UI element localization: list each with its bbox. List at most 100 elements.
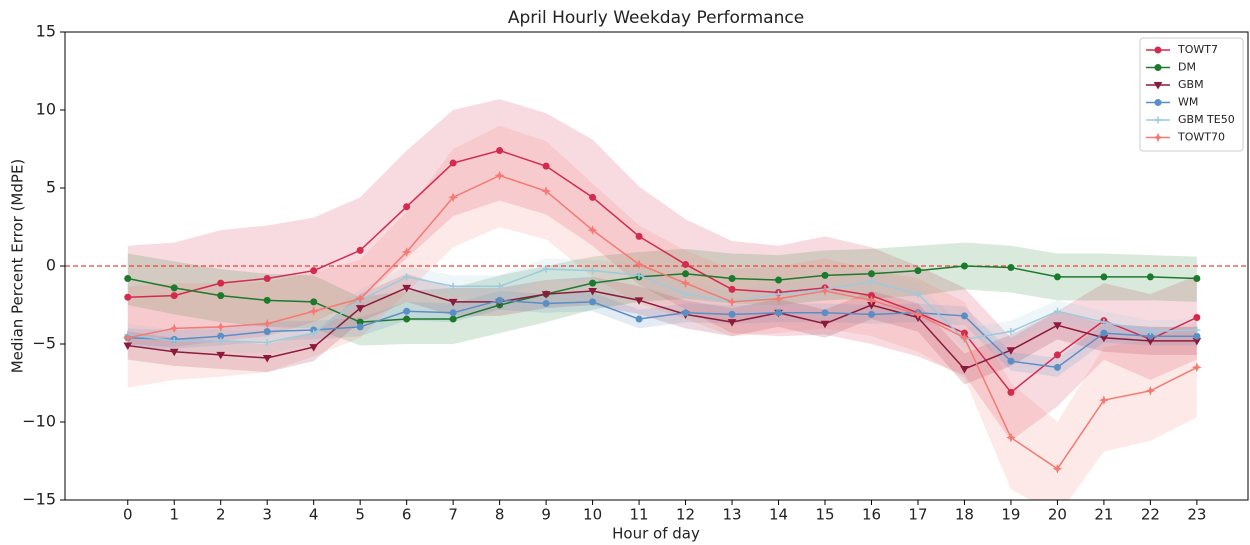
point — [449, 315, 457, 323]
x-tick-label: 22 — [1141, 506, 1160, 524]
x-tick-label: 4 — [309, 506, 319, 524]
legend-marker — [1154, 116, 1162, 124]
point — [263, 274, 271, 282]
point — [124, 274, 132, 282]
point — [403, 203, 411, 211]
x-tick-label: 17 — [908, 506, 927, 524]
legend-label: WM — [1178, 96, 1198, 109]
y-tick-label: 0 — [46, 256, 56, 275]
point — [216, 351, 226, 360]
point — [867, 310, 875, 318]
point — [1007, 264, 1015, 272]
x-tick-label: 23 — [1187, 506, 1206, 524]
point — [448, 192, 458, 203]
x-tick-label: 10 — [583, 506, 602, 524]
point — [217, 292, 225, 300]
x-tick-label: 8 — [495, 506, 505, 524]
error-band — [127, 290, 1197, 377]
point — [1193, 274, 1201, 282]
point — [866, 295, 877, 306]
legend-box — [1139, 37, 1244, 152]
point — [310, 298, 318, 306]
y-tick-label: −10 — [22, 412, 56, 431]
legend-label: TOWT7 — [1177, 43, 1218, 56]
point — [448, 298, 458, 307]
point — [775, 276, 783, 284]
legend-label: GBM — [1178, 78, 1204, 91]
x-tick-label: 19 — [1001, 506, 1020, 524]
point — [123, 342, 133, 351]
y-tick-label: 5 — [46, 178, 56, 197]
point — [496, 147, 504, 155]
point — [263, 328, 271, 336]
point — [1145, 385, 1156, 396]
point — [217, 337, 225, 345]
point — [914, 290, 922, 298]
point — [169, 323, 180, 334]
point — [355, 293, 366, 304]
chart-title: April Hourly Weekday Performance — [508, 8, 804, 28]
point — [1100, 318, 1108, 326]
point — [401, 247, 412, 257]
x-tick-label: 5 — [355, 506, 365, 524]
legend-marker — [1154, 46, 1162, 54]
point — [1146, 273, 1154, 281]
point — [403, 315, 411, 323]
x-tick-label: 12 — [676, 506, 695, 524]
point — [960, 312, 968, 320]
point — [775, 309, 783, 317]
point — [1053, 363, 1061, 371]
point — [727, 319, 737, 327]
point — [262, 318, 273, 329]
point — [541, 186, 551, 196]
series-line — [127, 299, 1197, 369]
point — [588, 287, 597, 296]
point — [960, 365, 969, 374]
series-line — [127, 268, 1197, 344]
point — [217, 279, 225, 287]
x-tick-label: 13 — [722, 506, 741, 524]
point — [682, 270, 690, 278]
point — [913, 309, 923, 320]
point — [589, 267, 597, 275]
series-line — [127, 287, 1197, 370]
x-tick-label: 1 — [169, 506, 179, 524]
point — [635, 271, 643, 279]
point — [215, 321, 226, 332]
point — [1006, 347, 1016, 355]
point — [1053, 322, 1062, 330]
legend-marker — [1154, 99, 1162, 106]
point — [449, 309, 457, 317]
legend-label: TOWT70 — [1177, 131, 1225, 144]
x-tick-label: 0 — [123, 506, 133, 524]
point — [263, 296, 271, 304]
x-tick-label: 3 — [262, 506, 272, 524]
point — [1052, 463, 1063, 474]
point — [309, 344, 319, 352]
point — [542, 265, 550, 273]
point — [449, 282, 457, 290]
point — [310, 329, 318, 337]
point — [402, 284, 412, 293]
point — [1006, 432, 1016, 443]
point — [494, 170, 505, 181]
point — [542, 162, 550, 170]
x-tick-label: 18 — [955, 506, 974, 524]
point — [589, 279, 597, 287]
point — [682, 309, 690, 317]
point — [1007, 357, 1015, 365]
point — [960, 262, 968, 270]
point — [773, 293, 784, 304]
point — [1146, 328, 1154, 336]
point — [355, 305, 365, 313]
legend-marker — [1153, 132, 1163, 143]
error-band — [127, 273, 1197, 385]
point — [1192, 362, 1202, 373]
point — [1193, 332, 1201, 340]
point — [541, 291, 551, 299]
y-tick-label: 10 — [36, 100, 56, 119]
point — [1053, 307, 1061, 315]
point — [589, 298, 597, 306]
point — [635, 232, 643, 240]
